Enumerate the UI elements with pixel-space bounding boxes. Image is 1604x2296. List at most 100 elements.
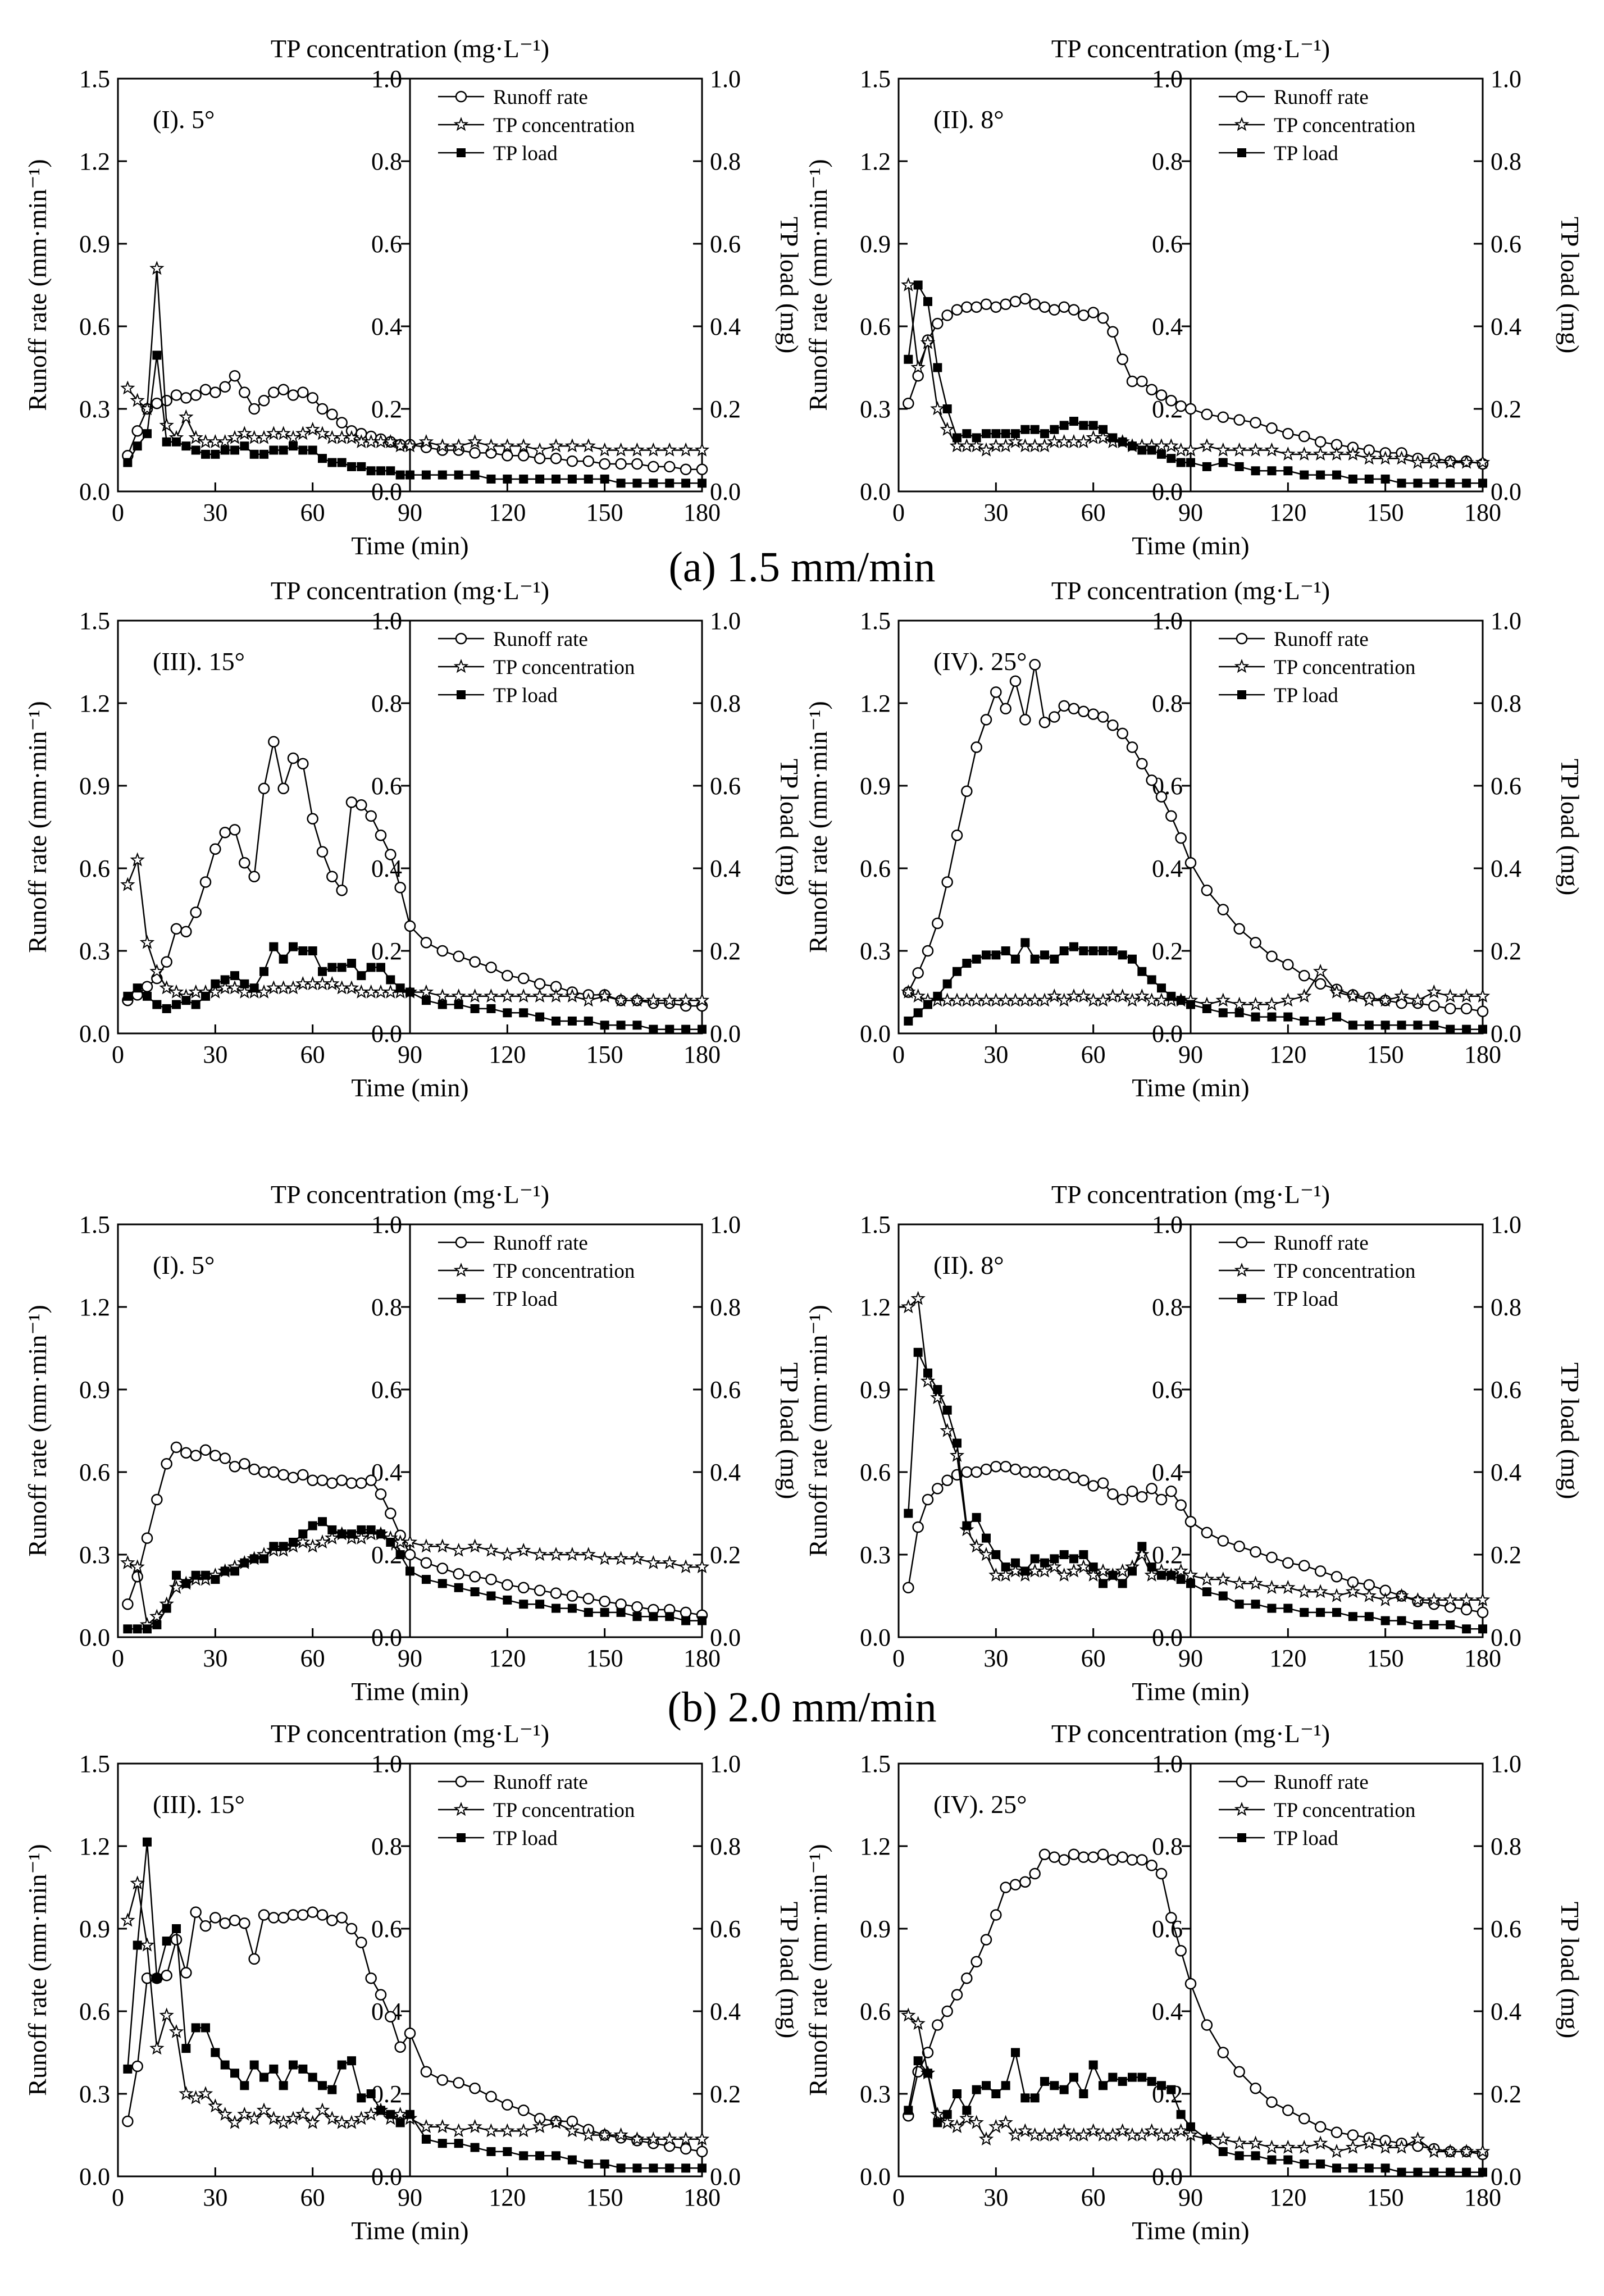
data-point bbox=[159, 980, 174, 995]
top-axis-label: TP concentration (mg·L⁻¹) bbox=[1051, 576, 1330, 605]
data-point bbox=[517, 450, 530, 462]
data-point bbox=[1047, 988, 1062, 1003]
data-point bbox=[356, 1477, 367, 1489]
data-point bbox=[1097, 711, 1109, 723]
data-point bbox=[681, 479, 691, 488]
y-left-tick-label: 1.5 bbox=[860, 1211, 891, 1238]
data-point bbox=[932, 2019, 944, 2031]
data-point bbox=[305, 976, 320, 991]
data-point bbox=[239, 386, 250, 398]
y-right-axis-label: TP load (mg) bbox=[1556, 1363, 1584, 1500]
y-right-tick-label: 0.0 bbox=[710, 478, 741, 505]
data-point bbox=[698, 1024, 707, 1034]
inner-tick-label: 0.8 bbox=[1152, 690, 1183, 717]
data-point bbox=[961, 1972, 973, 1984]
series-line bbox=[127, 741, 702, 1007]
data-point bbox=[1345, 1584, 1361, 1598]
data-point bbox=[665, 1024, 675, 1034]
inner-tick-label: 1.0 bbox=[371, 1750, 402, 1778]
data-point bbox=[1460, 1003, 1473, 1015]
data-point bbox=[268, 1466, 280, 1478]
data-point bbox=[1040, 2076, 1049, 2086]
data-point bbox=[1117, 1493, 1128, 1506]
data-point bbox=[469, 956, 481, 968]
y-left-tick-label: 0.6 bbox=[860, 1998, 891, 2025]
data-point bbox=[318, 967, 327, 976]
data-point bbox=[152, 350, 162, 360]
y-left-tick-label: 0.9 bbox=[79, 230, 110, 258]
legend: Runoff rate TP concentration TP load bbox=[1219, 1771, 1415, 1850]
data-point bbox=[502, 1579, 513, 1591]
data-point bbox=[564, 438, 580, 453]
legend-label: TP load bbox=[493, 142, 558, 165]
data-point bbox=[961, 301, 973, 313]
x-tick-label: 150 bbox=[1367, 1644, 1404, 1672]
data-point bbox=[1087, 708, 1099, 720]
data-point bbox=[1330, 1570, 1343, 1583]
legend-marker bbox=[455, 1236, 467, 1249]
data-point bbox=[1117, 353, 1128, 366]
data-point bbox=[123, 2064, 133, 2074]
data-point bbox=[1105, 2127, 1120, 2142]
x-tick-label: 150 bbox=[586, 2184, 623, 2211]
data-point bbox=[421, 996, 431, 1005]
data-point bbox=[1364, 474, 1374, 484]
data-point bbox=[1380, 474, 1390, 484]
x-tick-label: 120 bbox=[1269, 499, 1306, 526]
data-point bbox=[1030, 2093, 1040, 2103]
data-point bbox=[1058, 1854, 1070, 1866]
y-right-tick-label: 0.2 bbox=[710, 395, 741, 423]
data-point bbox=[1009, 1463, 1022, 1475]
data-point bbox=[1115, 1563, 1130, 1578]
data-point bbox=[1117, 727, 1128, 740]
series-star bbox=[901, 1291, 1491, 1607]
data-point bbox=[486, 1004, 496, 1013]
y-right-tick-label: 1.0 bbox=[1491, 65, 1521, 93]
data-point bbox=[1266, 1551, 1278, 1564]
data-point bbox=[970, 1466, 982, 1478]
data-point bbox=[1183, 2127, 1199, 2142]
data-point bbox=[199, 876, 212, 888]
data-point bbox=[141, 981, 153, 992]
data-point bbox=[229, 1460, 241, 1473]
y-right-axis-label: TP load (mg) bbox=[775, 217, 804, 354]
data-point bbox=[648, 461, 659, 473]
series-square bbox=[904, 2048, 1487, 2177]
data-point bbox=[1475, 988, 1491, 1003]
data-point bbox=[941, 2005, 953, 2017]
data-point bbox=[1378, 992, 1393, 1007]
data-point bbox=[451, 2123, 466, 2138]
y-right-tick-label: 0.0 bbox=[710, 2163, 741, 2190]
data-point bbox=[961, 785, 973, 798]
inner-tick-label: 0.6 bbox=[371, 1376, 402, 1404]
data-point bbox=[613, 1551, 628, 1565]
legend-marker bbox=[453, 1263, 469, 1277]
data-point bbox=[297, 758, 309, 770]
data-point bbox=[1234, 2151, 1244, 2161]
data-point bbox=[1283, 1012, 1293, 1022]
data-point bbox=[318, 1517, 327, 1527]
data-point bbox=[969, 438, 984, 453]
data-point bbox=[1427, 454, 1442, 469]
panel-3: 0 30 60 90 120 150 180 Time (min) 0.0 0.3 0.6 0.9 1.… bbox=[23, 576, 804, 1102]
x-tick-label: 0 bbox=[892, 1041, 905, 1068]
legend-marker bbox=[1237, 690, 1246, 699]
data-point bbox=[988, 2119, 1004, 2134]
data-point bbox=[276, 980, 291, 995]
x-tick-label: 150 bbox=[1367, 1041, 1404, 1068]
x-tick-label: 60 bbox=[300, 2184, 325, 2211]
data-point bbox=[1251, 466, 1260, 476]
inner-tick-label: 0.0 bbox=[1152, 2163, 1183, 2190]
data-point bbox=[1018, 2123, 1033, 2138]
data-point bbox=[1029, 1867, 1041, 1880]
data-point bbox=[1330, 2126, 1343, 2138]
data-point bbox=[516, 988, 531, 1003]
data-point bbox=[980, 1463, 992, 1475]
data-point bbox=[1264, 996, 1279, 1011]
data-point bbox=[287, 752, 299, 764]
data-point bbox=[405, 470, 414, 480]
data-point bbox=[1105, 988, 1120, 1003]
data-point bbox=[681, 1616, 691, 1625]
x-axis-label: Time (min) bbox=[351, 531, 468, 560]
data-point bbox=[1147, 2076, 1156, 2086]
